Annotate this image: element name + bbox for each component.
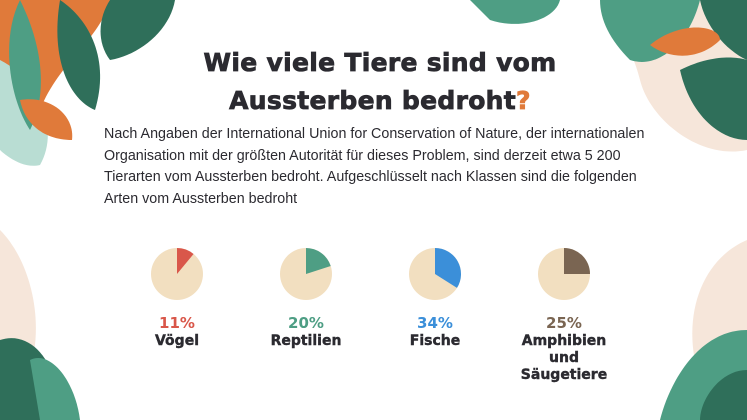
page-title: Wie viele Tiere sind vom Aussterben bedr… [150,44,610,120]
pie-slice-4 [564,248,590,274]
pie-label-group: 25% Amphibien und Säugetiere [499,313,629,384]
percent-label: 34% [417,314,453,332]
percent-label: 25% [546,314,582,332]
pie-label-group: 11% Vögel [112,313,242,350]
pie-slice-3 [435,248,461,288]
percent-label: 20% [288,314,324,332]
category-label: Fische [409,333,461,349]
title-text: Wie viele Tiere sind vom Aussterben bedr… [203,48,557,116]
pie-label-group: 34% Fische [370,313,500,350]
category-label: Vögel [154,333,199,349]
pie-slice-2 [306,248,331,274]
category-label: Reptilien [270,333,342,349]
percent-label: 11% [159,314,195,332]
title-question-mark: ? [516,86,531,116]
description: Nach Angaben der International Union for… [104,126,645,207]
pie-slice-1 [177,248,194,274]
pie-label-group: 20% Reptilien [241,313,371,350]
category-label: Amphibien und Säugetiere [520,333,608,383]
